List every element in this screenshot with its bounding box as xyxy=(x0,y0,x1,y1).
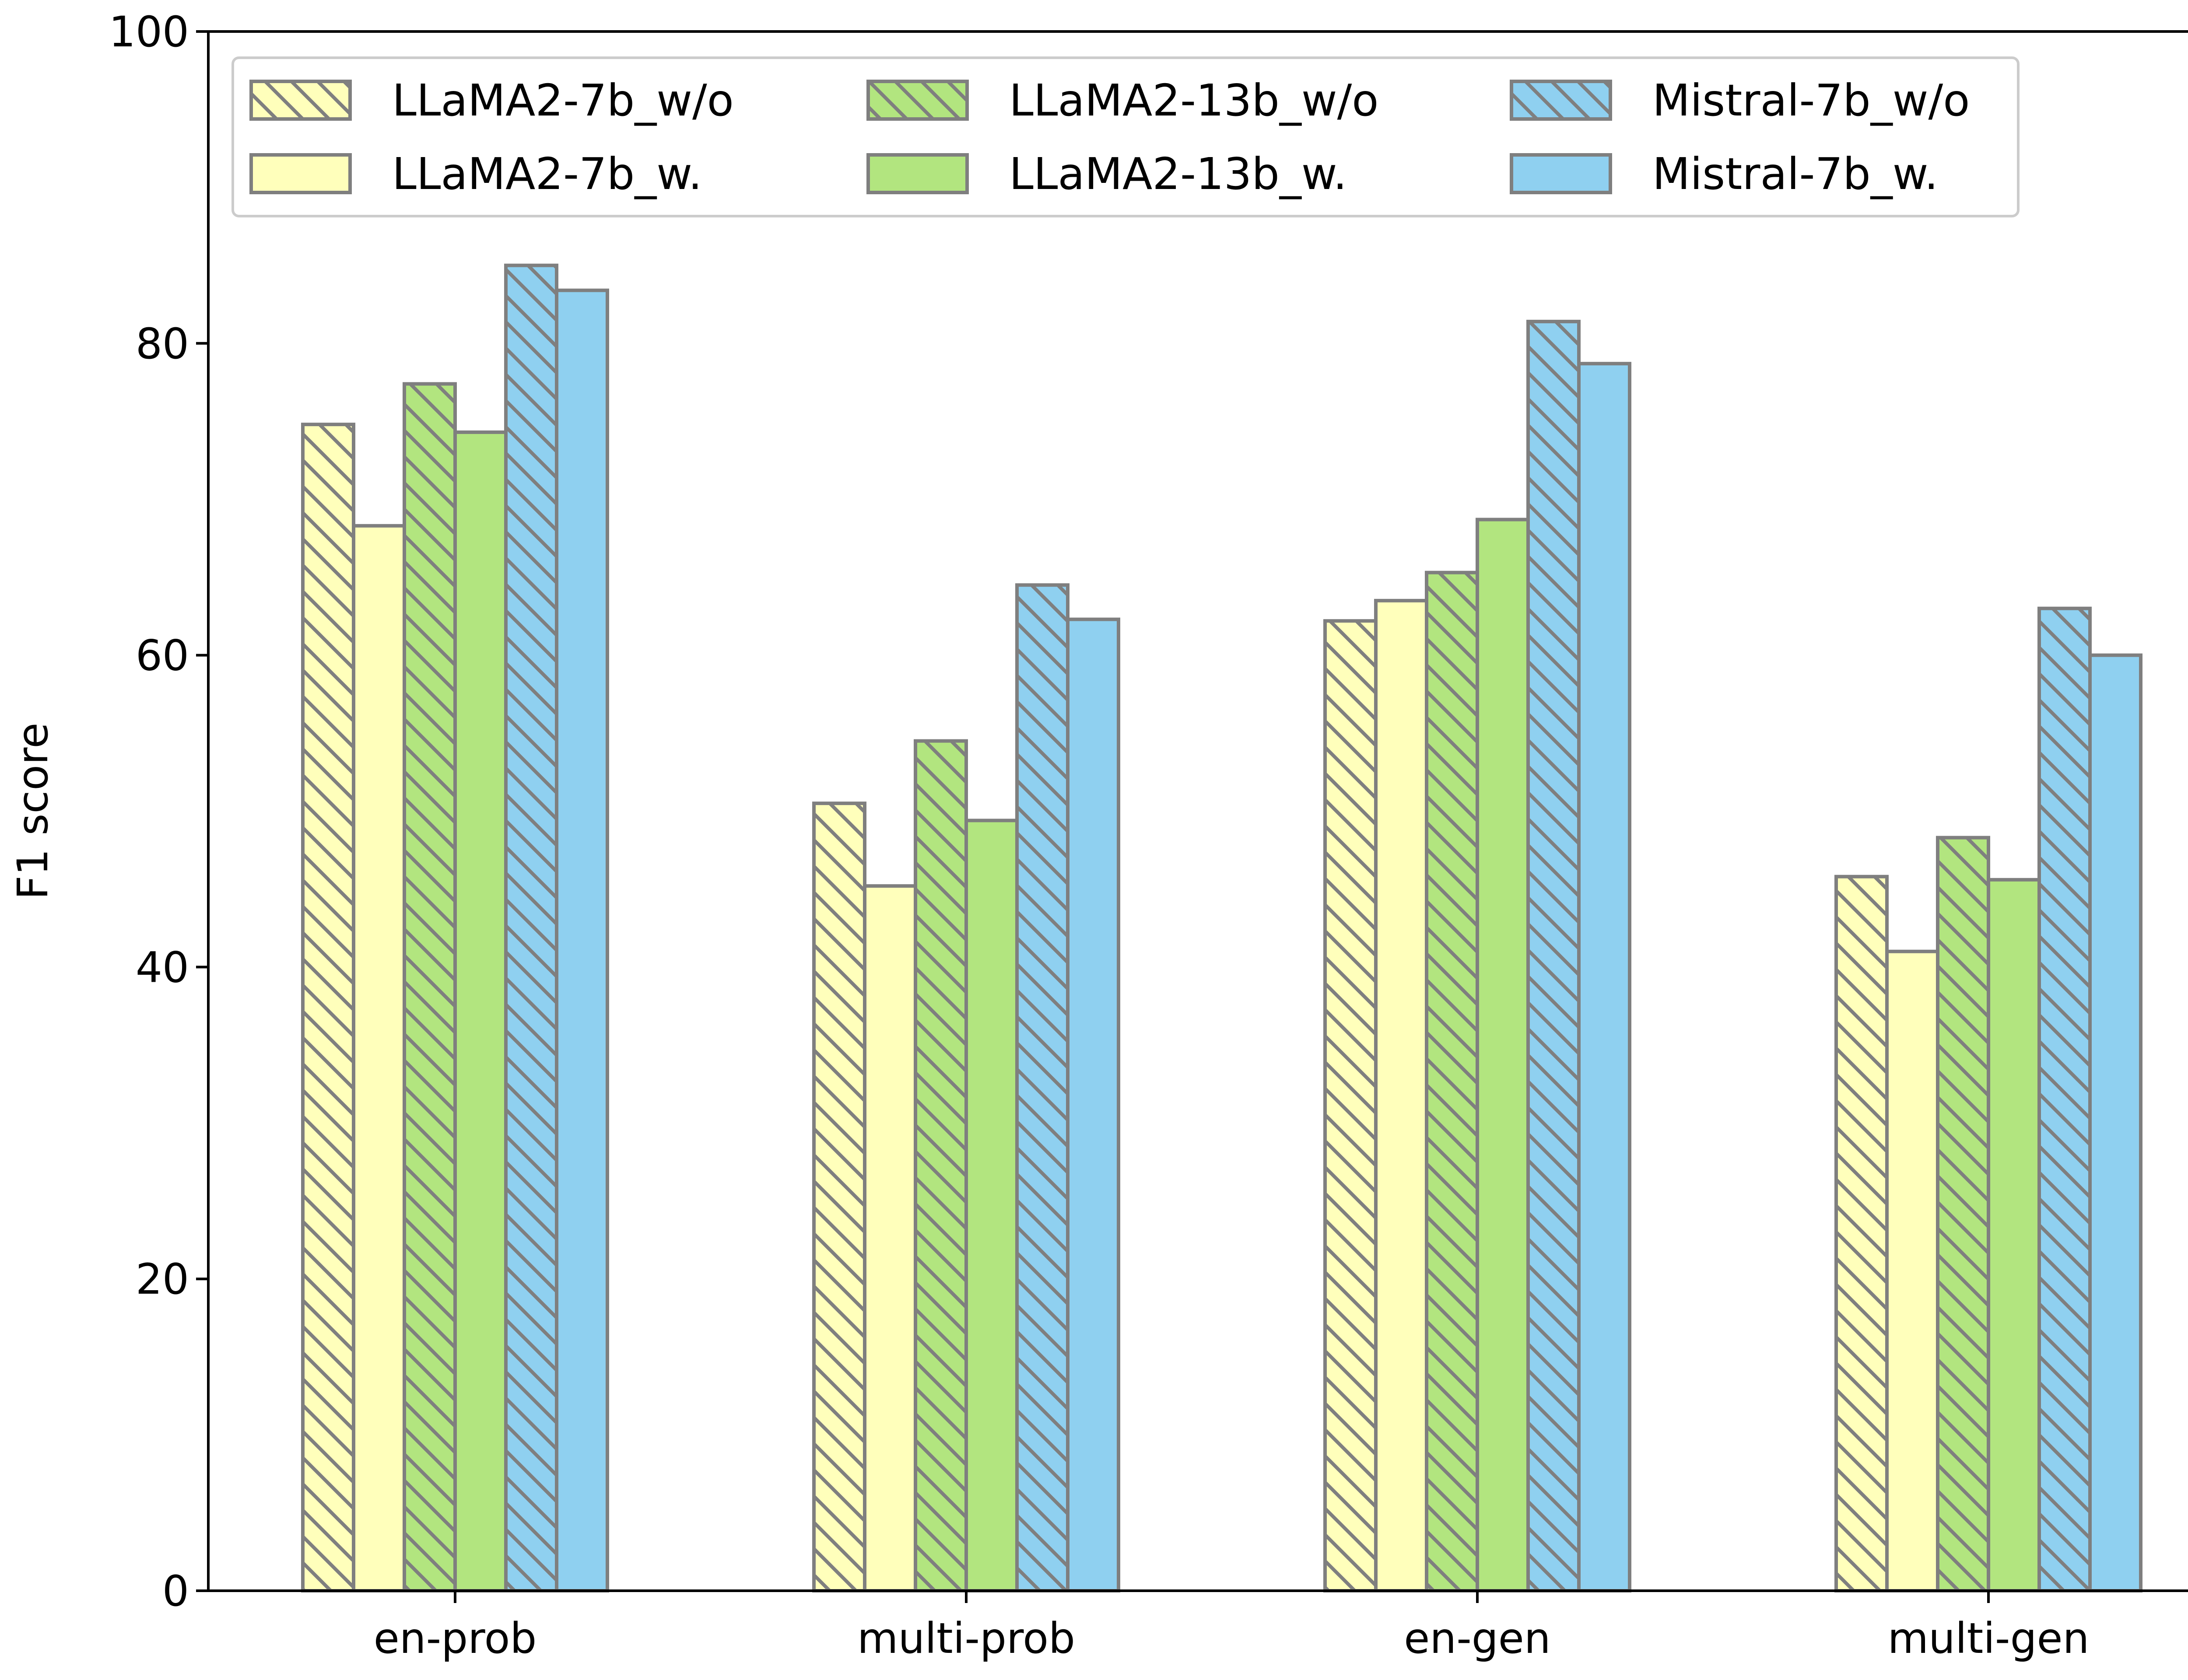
x-axis: en-prob multi-prob en-gen multi-gen xyxy=(374,1591,2090,1663)
bar-fill xyxy=(557,290,607,1591)
legend-swatch xyxy=(868,155,967,192)
legend-label: LLaMA2-7b_w. xyxy=(392,148,702,200)
bar-hatch xyxy=(1938,837,1988,1591)
legend-swatch-hatch xyxy=(1511,81,1610,119)
bar-llama2-7b-w-o-en-gen xyxy=(1323,619,1378,1593)
legend-item: Mistral-7b_w/o xyxy=(1510,75,1970,126)
bar-hatch xyxy=(1836,876,1887,1591)
y-tick-label: 40 xyxy=(136,943,189,992)
legend-label: LLaMA2-13b_w. xyxy=(1009,148,1347,200)
legend-item: LLaMA2-13b_w. xyxy=(866,148,1347,200)
bars-layer xyxy=(301,263,2142,1593)
bar-fill xyxy=(1579,364,1630,1591)
legend-swatch-edge xyxy=(249,153,352,194)
x-tick-label: en-prob xyxy=(374,1614,537,1663)
bar-llama2-7b-w-multi-gen xyxy=(1885,949,1939,1592)
legend-swatch-edge xyxy=(866,80,969,121)
bar-mistral-7b-w-o-multi-gen xyxy=(2037,606,2092,1593)
legend-swatch-edge xyxy=(1510,153,1612,194)
bar-fill xyxy=(1068,619,1119,1591)
bar-mistral-7b-w-en-gen xyxy=(1577,362,1631,1592)
bar-llama2-13b-w-en-gen xyxy=(1476,518,1530,1592)
bar-llama2-13b-w-en-prob xyxy=(453,430,508,1592)
x-tick-label: en-gen xyxy=(1404,1614,1550,1663)
bar-llama2-13b-w-o-multi-gen xyxy=(1936,836,1990,1592)
bar-hatch xyxy=(915,741,966,1591)
bar-hatch xyxy=(506,265,557,1591)
bar-llama2-13b-w-o-en-prob xyxy=(403,382,457,1592)
legend-swatch xyxy=(1511,155,1610,192)
bar-hatch xyxy=(1427,572,1477,1591)
bar-hatch xyxy=(1017,585,1068,1591)
axes-layer: 0 20 40 60 80 100 en-prob multi-prob en-gen mult… xyxy=(8,7,2188,1663)
bar-fill xyxy=(2090,655,2141,1591)
bar-hatch xyxy=(1325,621,1376,1591)
bar-hatch xyxy=(2039,608,2090,1591)
legend-item: LLaMA2-7b_w. xyxy=(249,148,702,200)
legend-swatch xyxy=(251,155,350,192)
legend-label: Mistral-7b_w. xyxy=(1652,148,1938,200)
bar-llama2-7b-w-o-multi-prob xyxy=(812,802,866,1592)
legend-swatch-hatch xyxy=(868,81,967,119)
bar-fill xyxy=(966,820,1017,1591)
bar-llama2-7b-w-multi-prob xyxy=(863,884,917,1592)
bar-llama2-13b-w-multi-prob xyxy=(964,819,1019,1592)
x-tick-label: multi-gen xyxy=(1888,1614,2090,1663)
bar-mistral-7b-w-en-prob xyxy=(555,288,609,1592)
bar-mistral-7b-w-o-en-gen xyxy=(1526,319,1581,1592)
bar-fill xyxy=(1376,600,1427,1591)
bar-llama2-7b-w-o-en-prob xyxy=(301,423,355,1593)
y-tick-label: 80 xyxy=(136,319,189,368)
bar-hatch xyxy=(814,803,865,1591)
bar-mistral-7b-w-o-multi-prob xyxy=(1015,583,1069,1592)
legend-item: LLaMA2-13b_w/o xyxy=(866,75,1378,126)
bar-llama2-13b-w-multi-gen xyxy=(1987,878,2041,1592)
bar-mistral-7b-w-o-en-prob xyxy=(504,263,558,1592)
bar-hatch xyxy=(404,384,455,1591)
legend-swatch-edge xyxy=(866,153,969,194)
bar-llama2-7b-w-o-multi-gen xyxy=(1834,875,1889,1592)
legend: LLaMA2-7b_w/o LLaMA2-13b_w/o Mistral-7b_w/… xyxy=(231,56,2020,217)
bar-mistral-7b-w-multi-gen xyxy=(2088,653,2142,1592)
legend-label: LLaMA2-7b_w/o xyxy=(392,75,734,126)
y-tick-label: 60 xyxy=(136,631,189,680)
legend-item: LLaMA2-7b_w/o xyxy=(249,75,734,126)
y-tick-label: 20 xyxy=(136,1255,189,1304)
bar-fill xyxy=(1477,519,1528,1591)
y-axis-title: F1 score xyxy=(8,723,57,900)
legend-label: LLaMA2-13b_w/o xyxy=(1009,75,1378,126)
legend-swatch-edge xyxy=(1510,80,1612,121)
plot-frame xyxy=(207,30,2188,1592)
y-tick-label: 0 xyxy=(162,1567,189,1616)
y-tick-label: 100 xyxy=(109,7,189,56)
bar-llama2-7b-w-en-gen xyxy=(1374,598,1428,1592)
bar-fill xyxy=(865,886,915,1591)
bar-hatch xyxy=(303,424,354,1591)
bar-fill xyxy=(354,525,404,1591)
bar-fill xyxy=(1988,879,2039,1591)
bar-hatch xyxy=(1528,321,1579,1591)
bar-llama2-7b-w-en-prob xyxy=(352,524,406,1592)
y-axis: 0 20 40 60 80 100 xyxy=(109,7,208,1616)
legend-label: Mistral-7b_w/o xyxy=(1652,75,1970,126)
bar-llama2-13b-w-o-multi-prob xyxy=(914,739,968,1592)
x-tick-label: multi-prob xyxy=(857,1614,1075,1663)
legend-swatch-edge xyxy=(249,80,352,121)
bar-fill xyxy=(455,432,506,1591)
legend-swatch-hatch xyxy=(251,81,350,119)
bar-mistral-7b-w-multi-prob xyxy=(1066,617,1120,1593)
bar-fill xyxy=(1887,951,1938,1591)
legend-item: Mistral-7b_w. xyxy=(1510,148,1938,200)
bar-llama2-13b-w-o-en-gen xyxy=(1425,570,1479,1592)
